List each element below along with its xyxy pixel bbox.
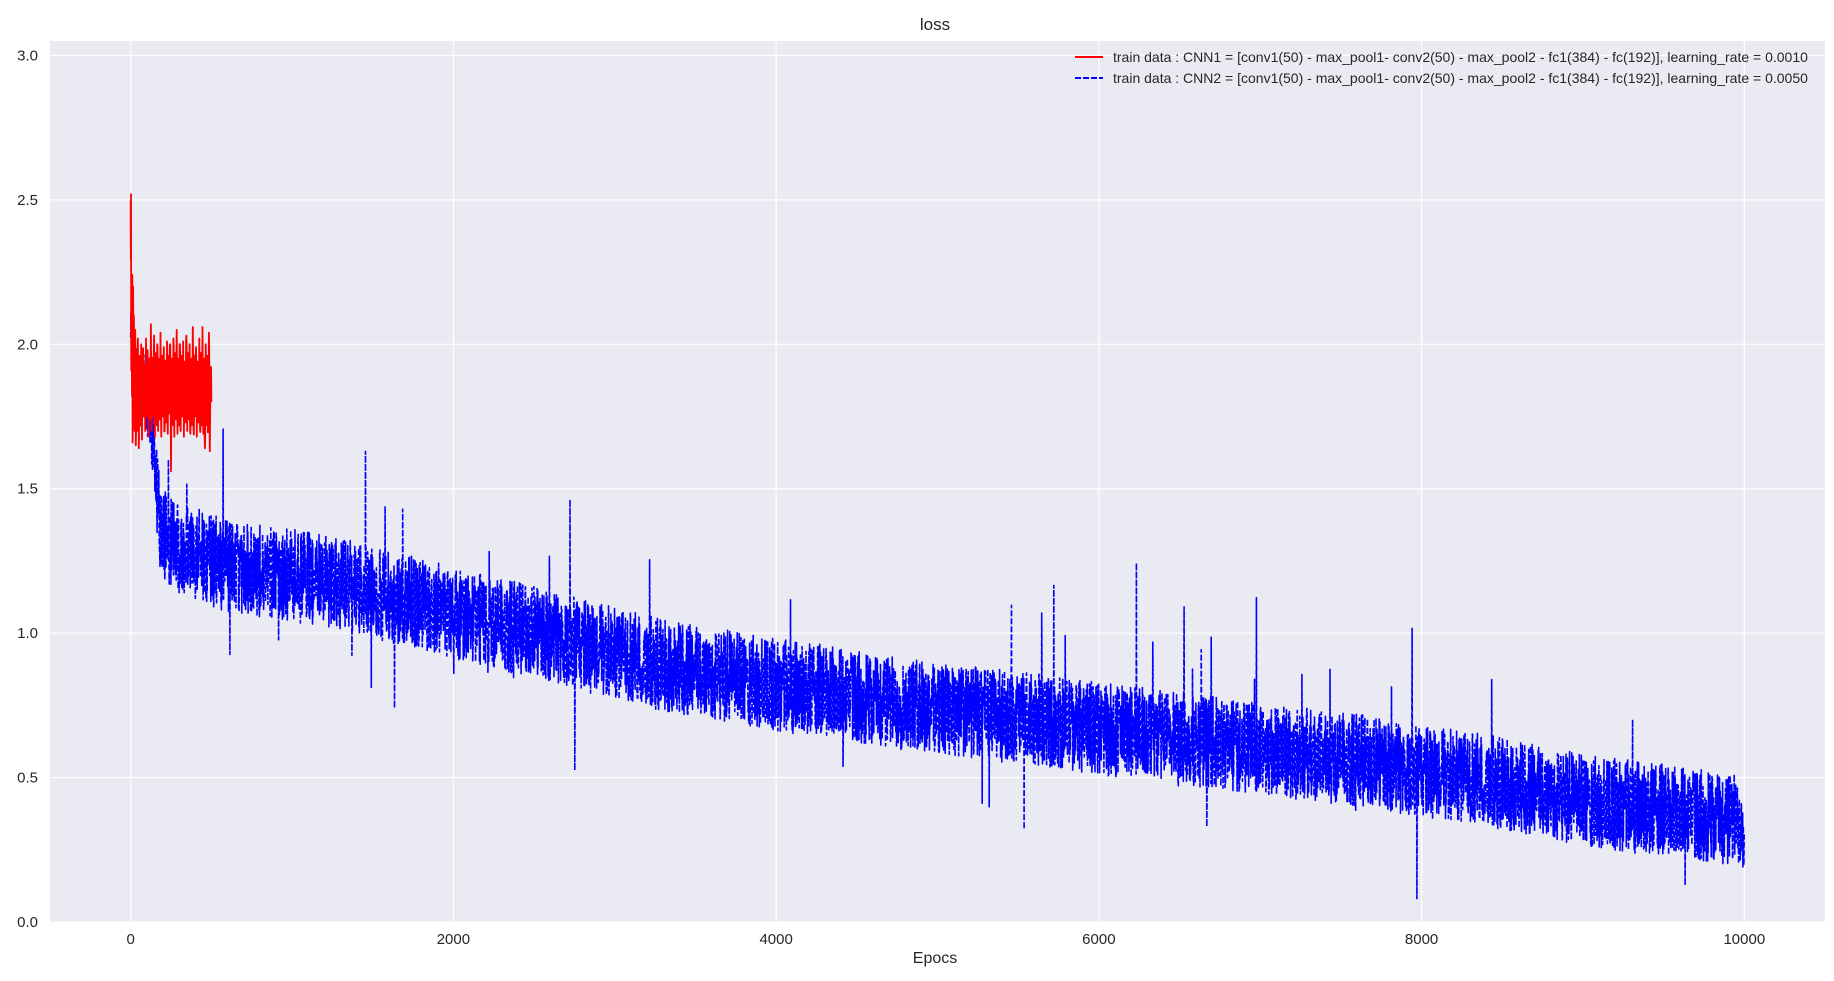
x-tick-label: 4000: [759, 931, 792, 948]
series-lines: [129, 193, 1745, 900]
legend: train data : CNN1 = [conv1(50) - max_poo…: [1075, 49, 1808, 86]
x-tick-label: 10000: [1723, 931, 1765, 948]
x-tick-label: 8000: [1405, 931, 1438, 948]
legend-label-cnn1: train data : CNN1 = [conv1(50) - max_poo…: [1113, 49, 1808, 65]
series-line-cnn1: [129, 193, 213, 473]
y-tick-label: 3.0: [17, 47, 38, 64]
x-axis-label: Epocs: [913, 950, 957, 967]
grid-lines: [50, 41, 1825, 923]
legend-label-cnn2: train data : CNN2 = [conv1(50) - max_poo…: [1113, 70, 1808, 86]
y-tick-label: 2.0: [17, 336, 38, 353]
y-tick-label: 0.5: [17, 770, 38, 787]
chart-title: loss: [920, 15, 950, 34]
series-line-cnn2: [129, 311, 1745, 900]
y-tick-label: 2.5: [17, 192, 38, 209]
x-tick-label: 0: [127, 931, 135, 948]
y-tick-label: 1.5: [17, 481, 38, 498]
x-tick-label: 2000: [437, 931, 470, 948]
y-tick-label: 1.0: [17, 625, 38, 642]
y-axis-ticks: 0.0 0.5 1.0 1.5 2.0 2.5 3.0: [17, 47, 38, 931]
x-axis-ticks: 0 2000 4000 6000 8000 10000: [127, 931, 1766, 948]
x-tick-label: 6000: [1082, 931, 1115, 948]
y-tick-label: 0.0: [17, 914, 38, 931]
